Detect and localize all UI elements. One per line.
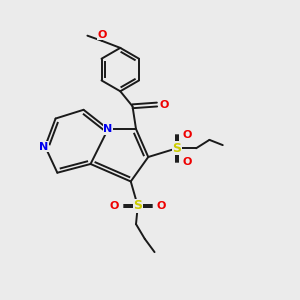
Text: S: S: [133, 200, 142, 212]
Text: O: O: [157, 201, 166, 211]
Text: N: N: [103, 124, 113, 134]
Text: O: O: [182, 157, 191, 166]
Text: O: O: [98, 30, 107, 40]
Text: O: O: [109, 201, 119, 211]
Text: O: O: [160, 100, 169, 110]
Text: S: S: [172, 142, 182, 155]
Text: N: N: [39, 142, 48, 152]
Text: O: O: [182, 130, 191, 140]
